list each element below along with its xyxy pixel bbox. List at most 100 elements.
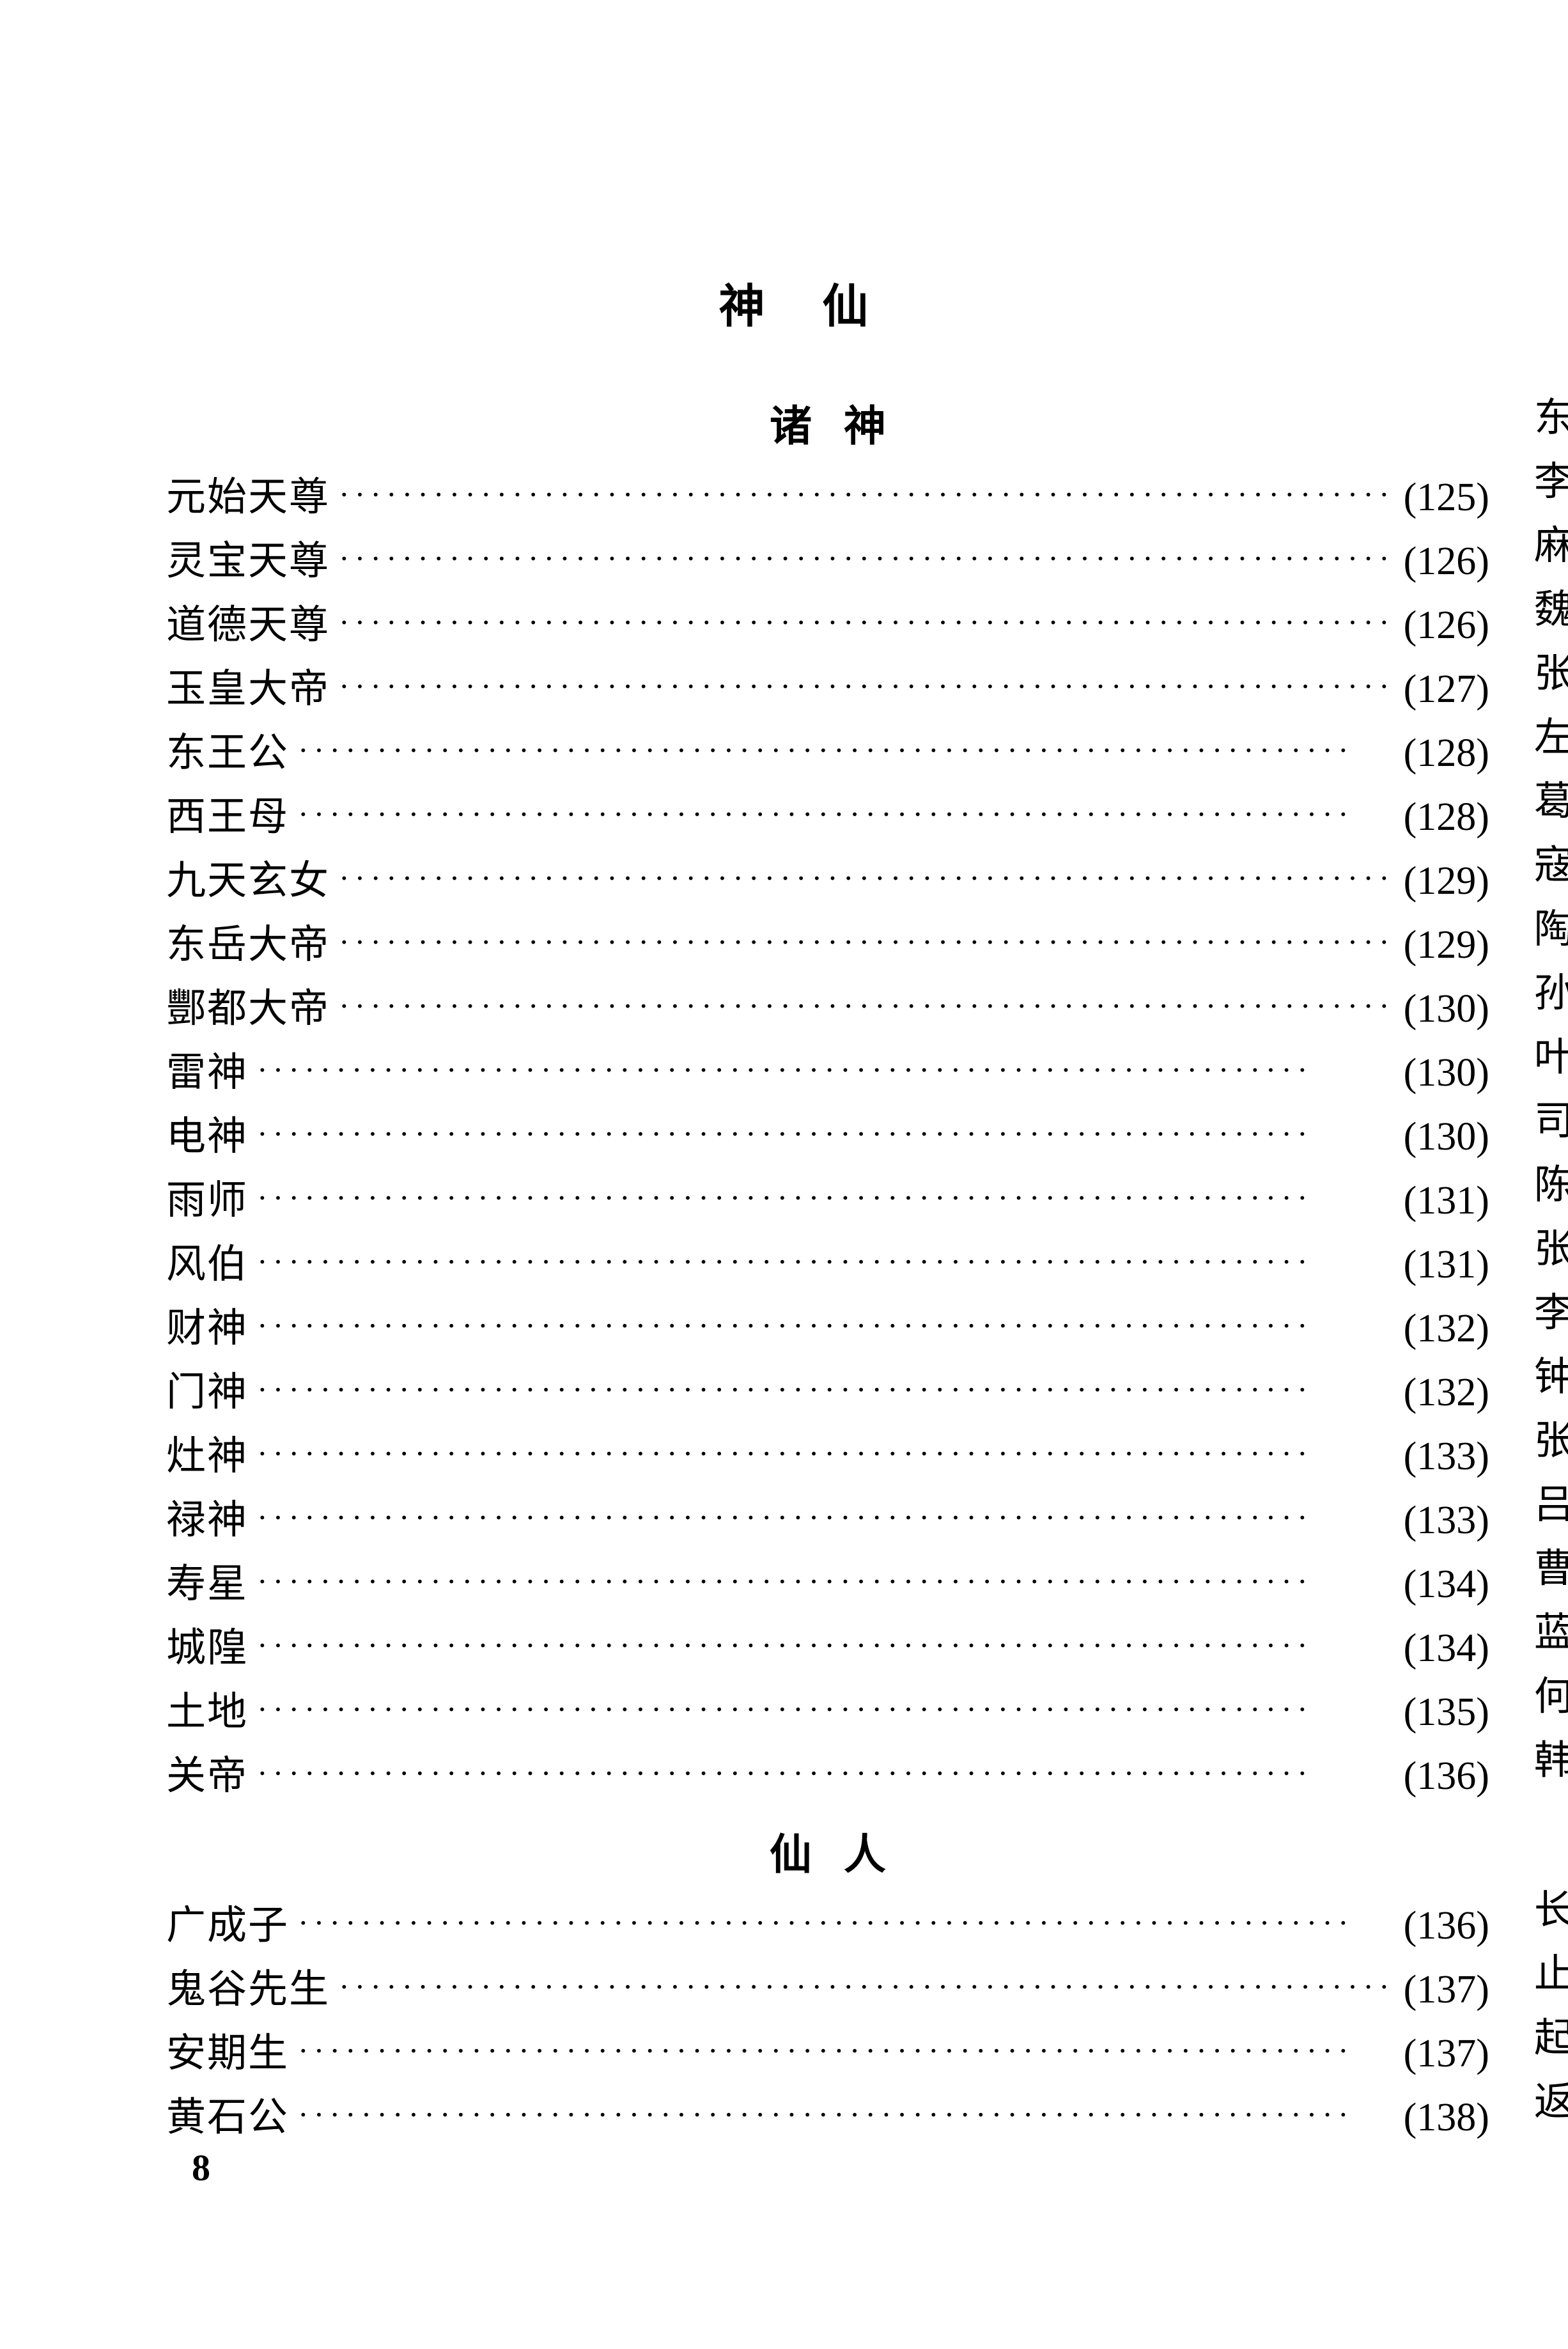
toc-dot-leader — [339, 606, 1395, 638]
toc-entry: 寇谦之(142) — [1534, 846, 1568, 886]
toc-entry-page: (128) — [1404, 733, 1489, 773]
toc-entry: 安期生 (137) — [166, 2034, 1489, 2073]
toc-entry-label: 西王母 — [166, 797, 289, 837]
toc-entry-page: (127) — [1404, 669, 1489, 709]
chapter-title: 神仙 — [166, 269, 1421, 336]
toc-entry-page: (136) — [1404, 1906, 1489, 1946]
toc-entry: 麻姑(139) — [1534, 526, 1568, 566]
toc-entry-page: (126) — [1404, 605, 1489, 645]
toc-entry: 李铁拐(146) — [1534, 1293, 1568, 1333]
toc-entry-label: 葛洪 — [1534, 782, 1568, 822]
toc-entry-label: 返老还童术 — [1534, 2082, 1568, 2122]
toc-dot-leader — [257, 1629, 1395, 1661]
toc-entry: 酆都大帝 (130) — [166, 989, 1489, 1029]
toc-entry: 城隍(134) — [166, 1628, 1489, 1668]
toc-entry-label: 风伯 — [166, 1245, 248, 1284]
toc-entry: 韩湘子(150) — [1534, 1741, 1568, 1781]
toc-entry-label: 叶法善 — [1534, 1038, 1568, 1077]
section-title: 仙人 — [166, 1820, 1489, 1882]
toc-entry-label: 曹国舅 — [1534, 1549, 1568, 1589]
toc-dot-leader — [298, 2034, 1395, 2066]
toc-entry: 起死回生术(152) — [1534, 2018, 1568, 2058]
toc-dot-leader — [339, 926, 1395, 958]
toc-entry: 财神(132) — [166, 1309, 1489, 1348]
toc-entry-page: (136) — [1404, 1756, 1489, 1796]
toc-entry-page: (137) — [1404, 2034, 1489, 2073]
toc-entry: 蓝采和(149) — [1534, 1613, 1568, 1653]
toc-entry-page: (130) — [1404, 1053, 1489, 1093]
toc-entry: 李少君(139) — [1534, 462, 1568, 502]
toc-entry-label: 黄石公 — [166, 2098, 289, 2137]
toc-entry-label: 财神 — [166, 1309, 248, 1348]
toc-entry-label: 东王公 — [166, 733, 289, 773]
toc-entry: 禄神(133) — [166, 1501, 1489, 1540]
toc-entry: 何仙姑(150) — [1534, 1677, 1568, 1717]
page-number: 8 — [192, 2146, 210, 2189]
toc-entry-label: 麻姑 — [1534, 526, 1568, 566]
toc-entry-page: (128) — [1404, 797, 1489, 837]
toc-entry: 陶弘景(142) — [1534, 910, 1568, 949]
toc-entry-page: (131) — [1404, 1245, 1489, 1284]
toc-dot-leader — [339, 990, 1395, 1022]
toc-entry-label: 长生不死术 — [1534, 1891, 1568, 1930]
toc-entry-label: 灵宝天尊 — [166, 542, 330, 581]
toc-entry-label: 左慈 — [1534, 718, 1568, 758]
section-title: 仙术 — [1534, 1805, 1568, 1866]
toc-entry-label: 李少君 — [1534, 462, 1568, 502]
toc-entry: 曹国舅(149) — [1534, 1549, 1568, 1589]
toc-dot-leader — [257, 1757, 1395, 1789]
toc-entry: 东方朔(138) — [1534, 398, 1568, 438]
toc-entry: 张道陵(140) — [1534, 654, 1568, 694]
toc-dot-leader — [257, 1118, 1395, 1150]
column-right: 东方朔(138) 李少君(139) 麻姑(139) 魏伯阳(140) 张道陵(140) 左… — [1534, 374, 1568, 2162]
toc-dot-leader — [257, 1182, 1395, 1214]
toc-entry-label: 止颜术 — [1534, 1955, 1568, 1994]
toc-entry: 鬼谷先生(137) — [166, 1970, 1489, 2010]
toc-entry-page: (137) — [1404, 1970, 1489, 2010]
toc-dot-leader — [339, 542, 1395, 574]
toc-entry: 孙思邈(143) — [1534, 974, 1568, 1013]
toc-entry-label: 电神 — [166, 1117, 248, 1157]
toc-entry: 寿星(134) — [166, 1565, 1489, 1604]
toc-entry-page: (126) — [1404, 542, 1489, 581]
toc-entry-page: (131) — [1404, 1181, 1489, 1221]
toc-entry-page: (130) — [1404, 989, 1489, 1029]
toc-entry-label: 元始天尊 — [166, 478, 330, 517]
toc-entry: 道德天尊 (126) — [166, 605, 1489, 645]
toc-entry-page: (134) — [1404, 1628, 1489, 1668]
toc-entry: 灶神(133) — [166, 1437, 1489, 1476]
toc-entry: 吕洞宾(148) — [1534, 1485, 1568, 1525]
toc-dot-leader — [339, 478, 1395, 510]
toc-entry: 陈抟(144) — [1534, 1166, 1568, 1205]
toc-entry-label: 陈抟 — [1534, 1166, 1568, 1205]
toc-entry-page: (133) — [1404, 1437, 1489, 1476]
toc-dot-leader — [257, 1565, 1395, 1597]
toc-entry-label: 寿星 — [166, 1565, 248, 1604]
toc-dot-leader — [298, 798, 1395, 830]
toc-entry-page: (138) — [1404, 2098, 1489, 2137]
toc-entry-label: 陶弘景 — [1534, 910, 1568, 949]
toc-entry-label: 起死回生术 — [1534, 2018, 1568, 2058]
column-left: 诸神元始天尊(125)灵宝天尊(126)道德天尊(126)玉皇大帝(127)东王… — [166, 374, 1489, 2162]
toc-entry: 灵宝天尊 (126) — [166, 542, 1489, 581]
section-title: 诸神 — [166, 392, 1489, 453]
toc-entry: 雷神(130) — [166, 1053, 1489, 1093]
toc-entry-label: 张三丰 — [1534, 1229, 1568, 1269]
toc-dot-leader — [257, 1373, 1395, 1405]
toc-entry: 土地(135) — [166, 1692, 1489, 1732]
toc-entry-label: 东岳大帝 — [166, 925, 330, 965]
toc-entry-label: 安期生 — [166, 2034, 289, 2073]
toc-entry: 广成子(136) — [166, 1906, 1489, 1946]
toc-entry: 叶法善(143) — [1534, 1038, 1568, 1077]
toc-entry: 魏伯阳(140) — [1534, 590, 1568, 630]
toc-entry-label: 玉皇大帝 — [166, 669, 330, 709]
toc-entry-label: 东方朔 — [1534, 398, 1568, 438]
toc-entry-label: 司马承祯 — [1534, 1102, 1568, 1141]
toc-dot-leader — [257, 1245, 1395, 1277]
toc-entry-label: 酆都大帝 — [166, 989, 330, 1029]
toc-entry-label: 道德天尊 — [166, 605, 330, 645]
toc-entry-label: 孙思邈 — [1534, 974, 1568, 1013]
toc-entry-label: 蓝采和 — [1534, 1613, 1568, 1653]
toc-entry: 长生不死术(151) — [1534, 1891, 1568, 1930]
toc-entry-label: 门神 — [166, 1373, 248, 1412]
